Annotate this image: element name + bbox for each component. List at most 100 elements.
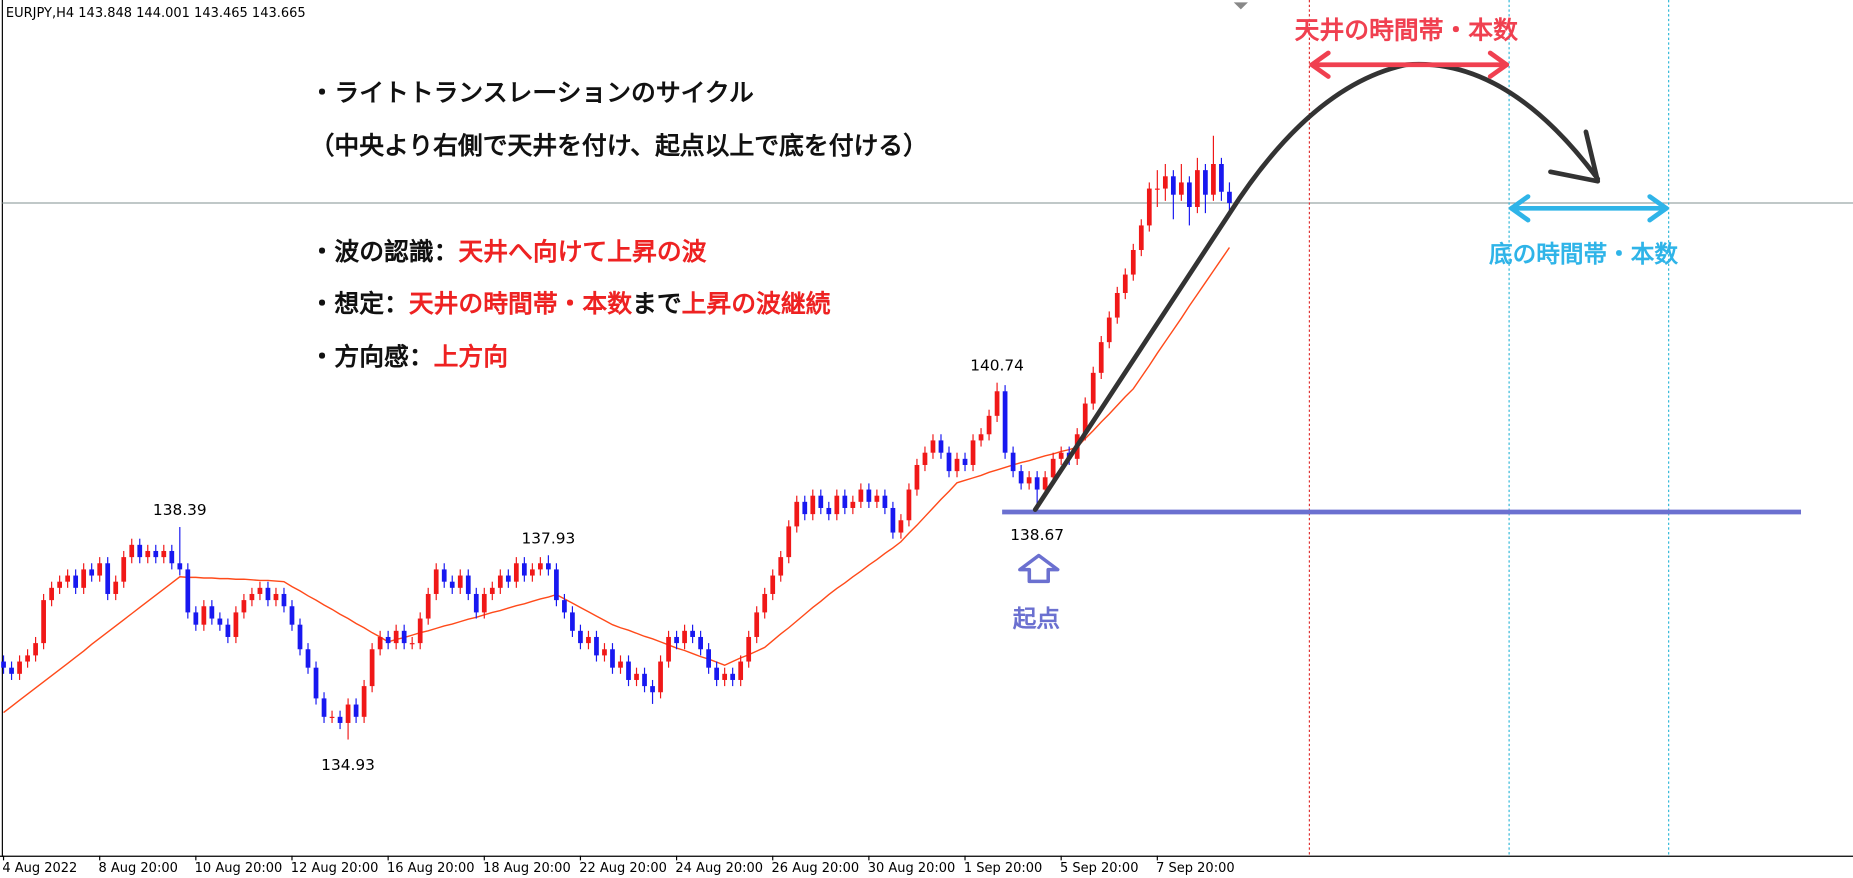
candle-body [826,507,832,515]
candle-body [81,569,87,588]
candle-body [1211,164,1216,195]
candle-body [161,550,167,558]
candle-body [730,673,736,680]
candle-body [41,600,46,644]
candle-body [1187,182,1192,207]
x-tick-label: 8 Aug 20:00 [99,861,178,876]
candle-body [866,489,872,502]
last-low: 143.465 [194,5,248,20]
candle-body [602,649,607,656]
symbol-info: EURJPY,H4 143.848 144.001 143.465 143.66… [6,5,306,20]
candle-body [874,495,880,502]
lines-layer [2,202,1853,714]
candle-body [682,630,687,644]
candle-body [185,569,191,613]
arrow-head-left [1309,50,1331,79]
candle-body [1098,342,1104,373]
candle-body [946,452,952,472]
wave-value: 天井へ向けて上昇の波 [458,237,706,266]
candle-body [818,495,824,508]
candle-body [666,636,671,662]
candle-body [938,440,944,453]
candle-body [441,569,447,582]
last-high: 144.001 [136,5,190,20]
candle-body [113,581,119,594]
candle-body [97,563,103,576]
candle-body [978,434,984,441]
price-label: 137.93 [522,529,576,547]
origin-label: 起点 [1013,605,1060,633]
candle-body [586,636,591,644]
candle-body [962,458,968,465]
candle-body [505,575,511,582]
note-assume: ・想定：天井の時間帯・本数まで上昇の波継続 [310,289,831,318]
price-label: 138.39 [153,501,207,519]
candle-body [409,643,415,645]
candle-body [145,550,151,558]
x-tick-label: 22 Aug 20:00 [579,861,667,876]
candle-body [449,581,455,588]
candle-body [153,550,159,558]
candle-body [393,630,399,644]
candle-body [321,698,327,717]
candle-body [481,593,487,613]
candle-body [529,569,535,576]
candle-body [17,661,22,674]
candle-body [209,606,215,619]
candle-body [1010,452,1016,472]
candle-body [650,686,655,693]
candle-body [970,440,976,465]
candle-body [49,587,54,601]
candle-body [882,495,888,508]
cycle-arrowhead [1548,129,1601,184]
candle-body [570,612,575,631]
candle-body [1082,403,1088,435]
assume-value-1: 天井の時間帯・本数 [409,289,632,318]
candle-body [674,636,679,644]
candle-body [241,600,247,613]
candle-body [273,593,279,601]
candle-body [201,606,207,625]
candle-body [898,520,904,533]
candle-body [722,673,728,680]
candle-body [121,557,127,582]
candle-body [521,563,527,576]
x-tick-label: 30 Aug 20:00 [868,861,956,876]
candle-body [1050,458,1056,478]
candle-body [329,716,335,718]
candle-body [73,575,79,588]
direction-label: ・方向感： [310,342,434,371]
candle-body [906,489,912,521]
candle-body [922,452,928,465]
candle-body [1002,391,1008,453]
candle-body [305,649,311,668]
candle-body [257,587,263,594]
candle-body [690,630,695,637]
direction-value: 上方向 [434,342,508,371]
candle-body [217,618,223,625]
candle-body [778,557,784,576]
candle-body [25,655,30,662]
top-zone-label: 天井の時間帯・本数 [1295,16,1518,45]
candle-body [233,612,239,637]
candle-body [786,526,792,558]
candle-body [1130,249,1136,275]
candle-body [297,624,303,650]
candle-body [385,636,391,644]
candle-body [369,649,375,687]
candles-layer [1,135,1232,740]
candle-body [265,587,271,601]
candle-body [1114,292,1120,318]
candle-body [1042,477,1048,490]
assume-value-2: 上昇の波継続 [682,289,831,318]
note-subtitle: （中央より右側で天井を付け、起点以上で底を付ける） [310,131,928,160]
origin-arrow [1018,553,1060,584]
candle-body [858,489,864,502]
x-tick-label: 1 Sep 20:00 [964,861,1042,876]
x-tick-label: 24 Aug 20:00 [675,861,763,876]
candle-body [1162,176,1168,189]
candle-body [562,600,567,613]
note-direction: ・方向感：上方向 [310,342,508,371]
candle-body [1227,191,1232,204]
